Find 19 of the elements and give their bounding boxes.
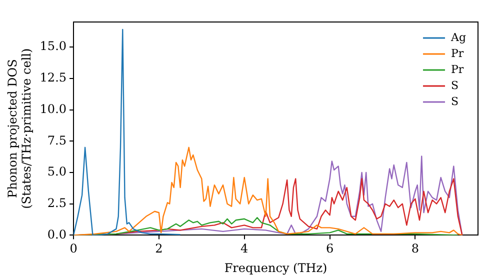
x-tick-label: 6 — [326, 242, 334, 256]
x-tick-label: 0 — [70, 242, 78, 256]
y-tick-label: 15.0 — [40, 39, 67, 54]
legend-label: Ag — [450, 30, 466, 44]
legend-label: S — [451, 78, 459, 92]
x-tick-label: 2 — [155, 242, 163, 256]
y-tick-label: 10.0 — [40, 102, 67, 116]
y-tick-label: 0.0 — [47, 227, 67, 242]
legend-label: Pr — [451, 46, 464, 60]
x-axis-title: Frequency (THz) — [224, 260, 328, 275]
y-axis-title: Phonon projected DOS (States/THz·primitive cell) — [5, 48, 34, 209]
y-tick-label: 12.5 — [40, 70, 67, 85]
y-tick-label: 2.5 — [47, 196, 67, 210]
legend-label: Pr — [451, 62, 464, 76]
x-tick-label: 8 — [411, 242, 420, 256]
y-tick-label: 5.0 — [47, 164, 67, 179]
legend-label: S — [451, 94, 459, 108]
y-tick-label: 7.5 — [47, 133, 67, 148]
x-tick-label: 4 — [240, 242, 249, 256]
